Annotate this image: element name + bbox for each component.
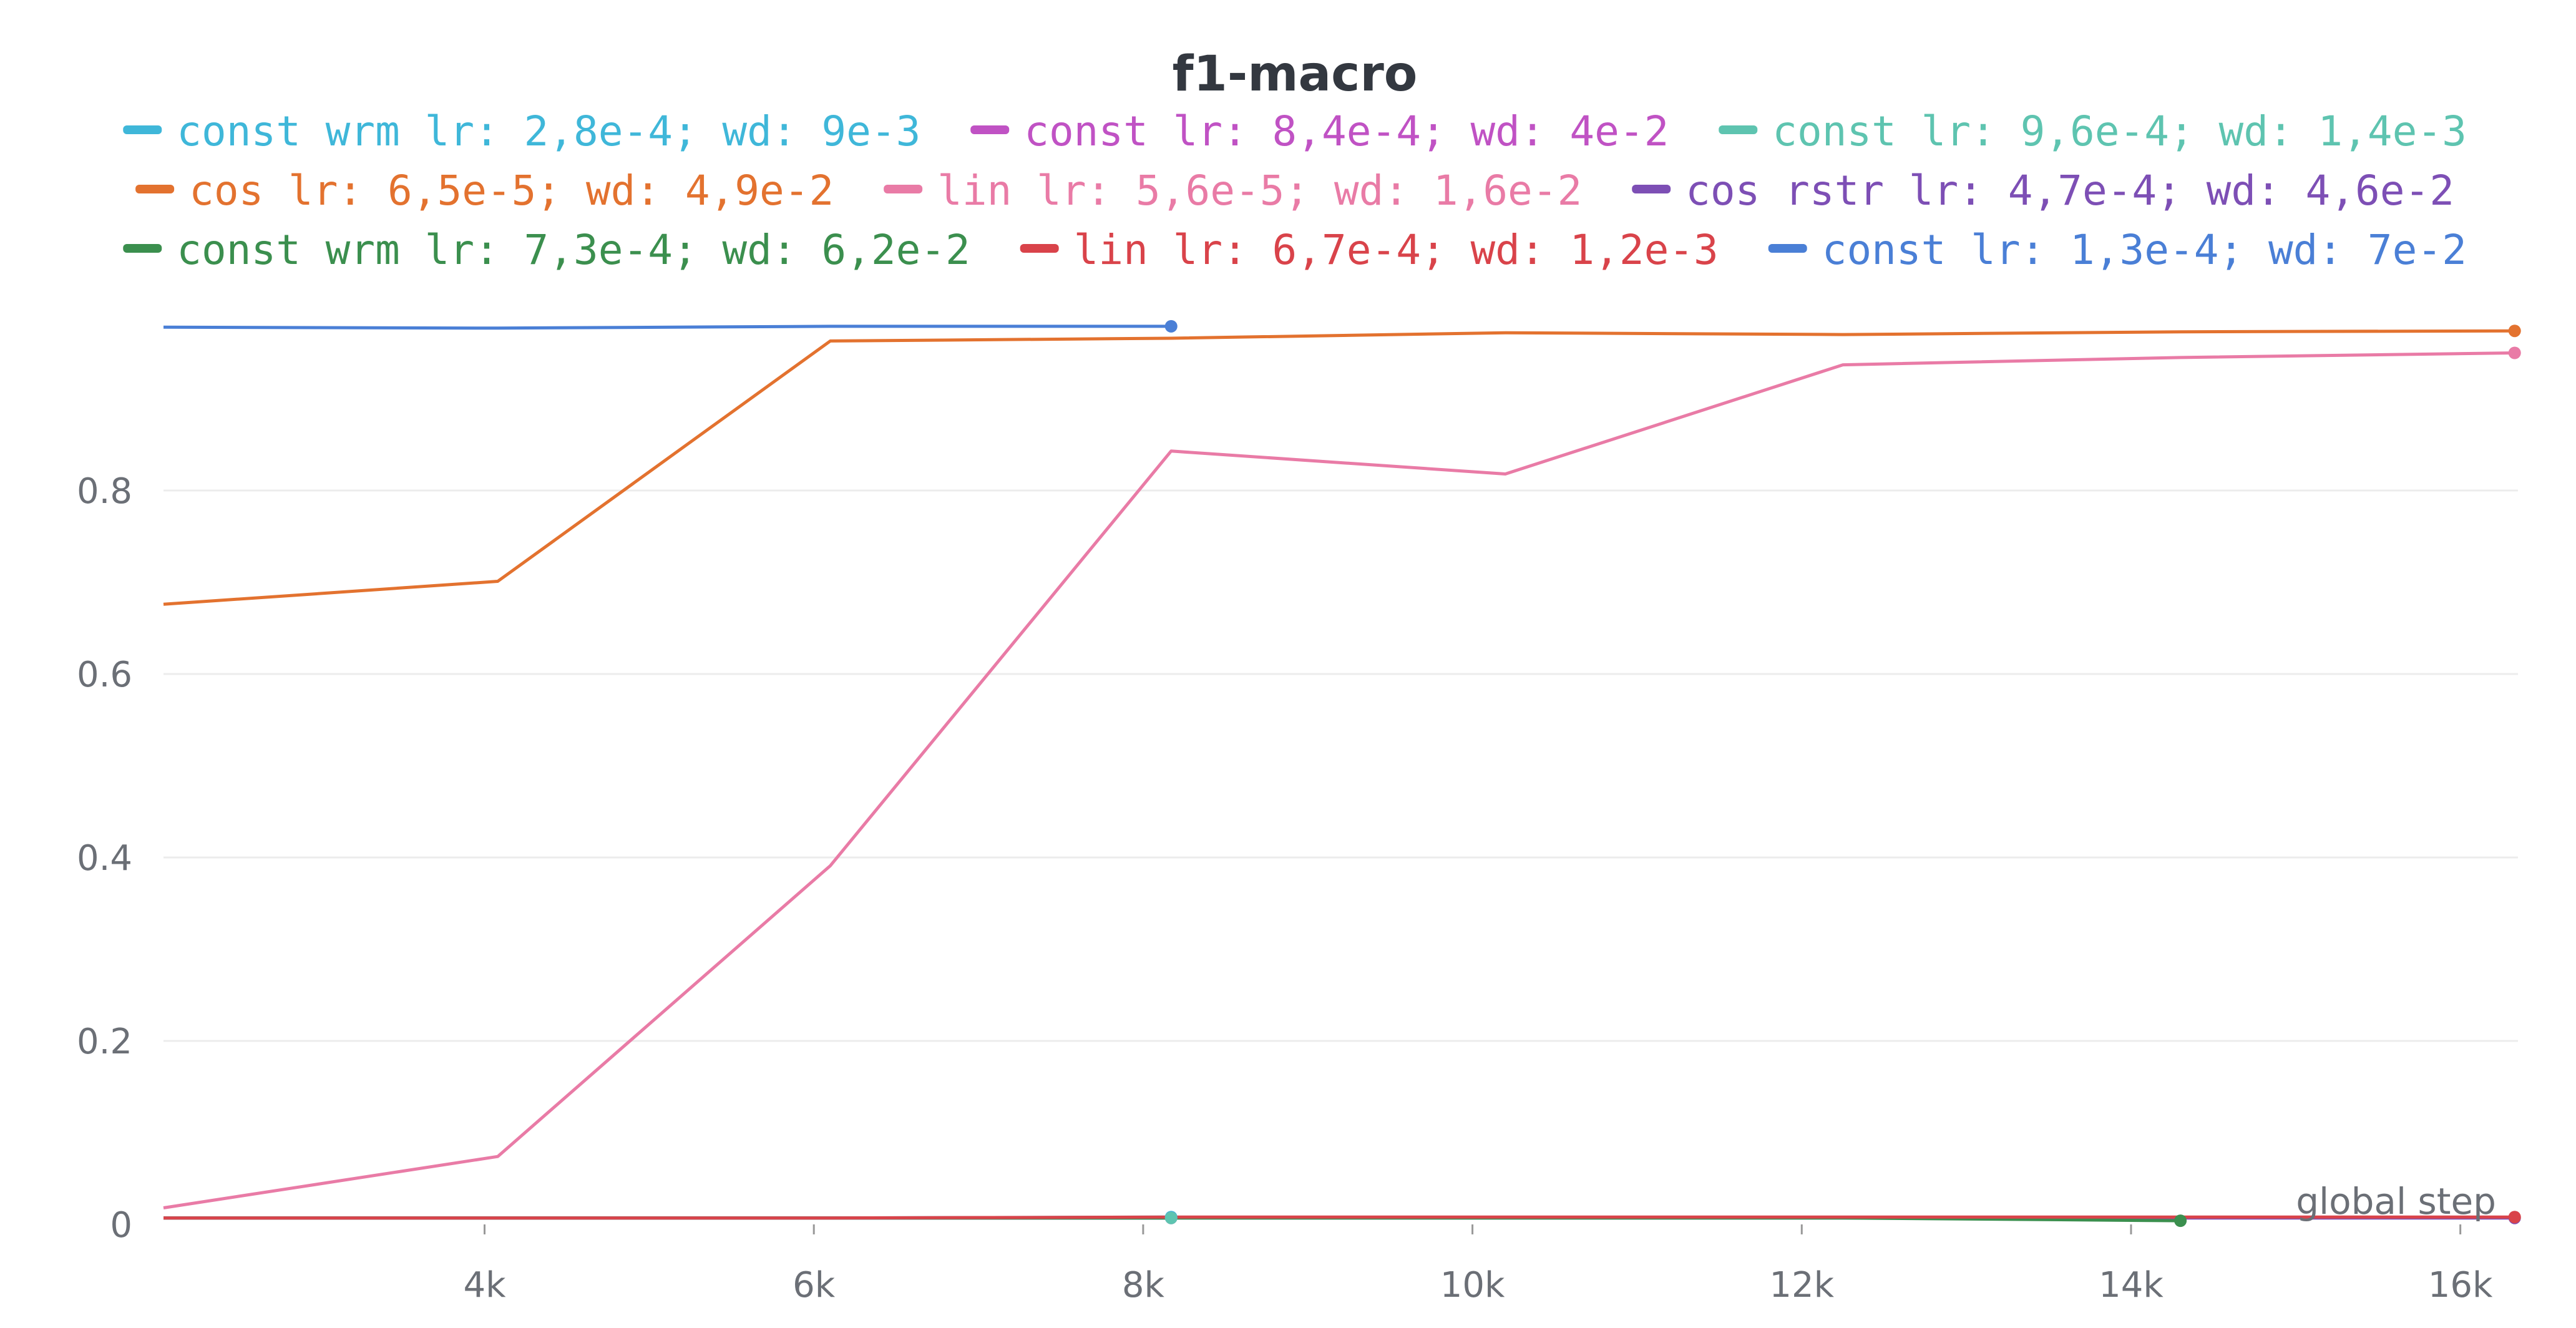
legend-label: lin lr: 5,6e-5; wd: 1,6e-2 [937, 167, 1582, 215]
series-end-point-8 [1164, 320, 1178, 333]
x-tick-label: 16k [2428, 1265, 2493, 1306]
legend-swatch [123, 244, 162, 253]
legend: const wrm lr: 2,8e-4; wd: 9e-3 const lr: … [123, 107, 2467, 274]
legend-item-2[interactable]: const lr: 9,6e-4; wd: 1,4e-3 [1719, 107, 2467, 155]
series-end-point-6 [2174, 1214, 2187, 1228]
series-end-point-2 [1164, 1211, 1178, 1224]
series-end-point-7 [2508, 1211, 2521, 1224]
x-tick-label: 12k [1769, 1265, 1834, 1306]
legend-item-4[interactable]: lin lr: 5,6e-5; wd: 1,6e-2 [884, 167, 1582, 215]
legend-label: cos lr: 6,5e-5; wd: 4,9e-2 [189, 167, 834, 215]
series-line-4 [163, 351, 2515, 1209]
legend-swatch [1768, 244, 1807, 253]
y-tick-label: 0.8 [77, 471, 132, 512]
legend-swatch [123, 125, 162, 134]
x-tick-label: 4k [463, 1265, 506, 1306]
series-end-point-3 [2508, 325, 2521, 338]
legend-item-5[interactable]: cos rstr lr: 4,7e-4; wd: 4,6e-2 [1632, 167, 2454, 215]
legend-label: const wrm lr: 2,8e-4; wd: 9e-3 [177, 107, 920, 155]
series-end-point-4 [2508, 346, 2521, 359]
legend-label: const lr: 9,6e-4; wd: 1,4e-3 [1772, 107, 2467, 155]
legend-item-0[interactable]: const wrm lr: 2,8e-4; wd: 9e-3 [123, 107, 920, 155]
legend-swatch [884, 185, 923, 193]
legend-label: const wrm lr: 7,3e-4; wd: 6,2e-2 [177, 226, 970, 274]
y-tick-label: 0 [110, 1205, 132, 1246]
x-axis-label: global step [2296, 1180, 2496, 1223]
legend-item-6[interactable]: const wrm lr: 7,3e-4; wd: 6,2e-2 [123, 226, 970, 274]
y-tick-label: 0.4 [77, 838, 132, 879]
legend-swatch [1719, 125, 1758, 134]
series-lines [163, 325, 2515, 1223]
legend-item-8[interactable]: const lr: 1,3e-4; wd: 7e-2 [1768, 226, 2467, 274]
x-tick-label: 6k [793, 1265, 836, 1306]
y-tick-label: 0.2 [77, 1022, 132, 1062]
series-line-7 [163, 1215, 2515, 1220]
legend-item-3[interactable]: cos lr: 6,5e-5; wd: 4,9e-2 [135, 167, 834, 215]
legend-item-7[interactable]: lin lr: 6,7e-4; wd: 1,2e-3 [1020, 226, 1719, 274]
y-tick-label: 0.6 [77, 655, 132, 695]
series-line-3 [163, 329, 2515, 606]
legend-label: const lr: 1,3e-4; wd: 7e-2 [1822, 226, 2467, 274]
series-line-8 [163, 325, 1171, 330]
y-axis: 0 0.2 0.4 0.6 0.8 [77, 471, 132, 1246]
legend-swatch [970, 125, 1010, 134]
legend-label: cos rstr lr: 4,7e-4; wd: 4,6e-2 [1686, 167, 2454, 215]
legend-swatch [1632, 185, 1671, 193]
legend-swatch [135, 185, 175, 193]
grid-lines [163, 489, 2518, 1042]
x-axis: 4k 6k 8k 10k 12k 14k 16k [463, 1224, 2493, 1306]
legend-label: lin lr: 6,7e-4; wd: 1,2e-3 [1074, 226, 1719, 274]
x-tick-label: 14k [2099, 1265, 2164, 1306]
x-tick-label: 8k [1122, 1265, 1165, 1306]
legend-item-1[interactable]: const lr: 8,4e-4; wd: 4e-2 [970, 107, 1669, 155]
x-tick-label: 10k [1440, 1265, 1505, 1306]
legend-swatch [1020, 244, 1059, 253]
chart-title: f1-macro [1173, 46, 1418, 102]
legend-label: const lr: 8,4e-4; wd: 4e-2 [1024, 107, 1669, 155]
series-end-markers [1164, 320, 2521, 1228]
